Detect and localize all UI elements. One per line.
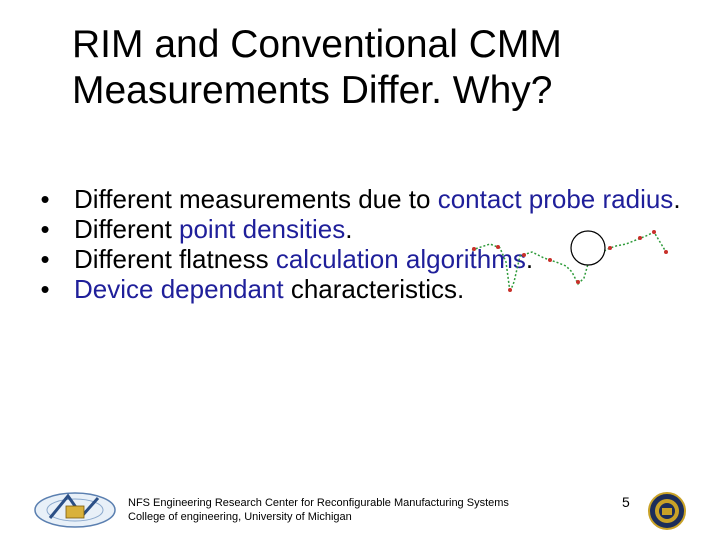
- bullet-text: characteristics.: [283, 274, 465, 304]
- probe-surface-illustration: [471, 230, 668, 295]
- bullet-text: Different flatness: [74, 244, 276, 274]
- highlighted-text: Device dependant: [74, 274, 284, 304]
- university-seal: [648, 492, 686, 530]
- bullet-item: • Different point densities.: [30, 214, 690, 244]
- footer-line-2: College of engineering, University of Mi…: [128, 511, 352, 523]
- bullet-dot: •: [40, 274, 50, 304]
- bullet-item: • Different measurements due to contact p…: [30, 184, 690, 214]
- bullet-text: .: [525, 244, 534, 274]
- highlighted-text: contact probe radius: [437, 184, 674, 214]
- bullet-dot: •: [40, 184, 50, 214]
- page-number: 5: [622, 494, 630, 510]
- bullet-dot: •: [40, 244, 50, 274]
- slide-title: RIM and Conventional CMM Measurements Di…: [72, 22, 692, 114]
- title-line-1: RIM and Conventional CMM: [72, 23, 562, 66]
- footer: NFS Engineering Research Center for Reco…: [128, 496, 588, 524]
- bullet-item: • Device dependant characteristics.: [30, 274, 690, 304]
- bullet-item: • Different flatness calculation algorith…: [30, 244, 690, 274]
- bullet-text: Different: [74, 214, 180, 244]
- bullet-text: Different measurements due to: [74, 184, 438, 214]
- bullet-list: • Different measurements due to contact p…: [30, 184, 690, 304]
- highlighted-text: calculation algorithms: [275, 244, 526, 274]
- bullet-text: .: [345, 214, 353, 244]
- bullet-dot: •: [40, 214, 50, 244]
- erc-rms-logo: [34, 492, 116, 528]
- footer-line-1: NFS Engineering Research Center for Reco…: [128, 497, 509, 509]
- highlighted-text: point densities: [179, 214, 346, 244]
- bullet-text: .: [673, 184, 681, 214]
- title-line-2: Measurements Differ. Why?: [72, 69, 553, 112]
